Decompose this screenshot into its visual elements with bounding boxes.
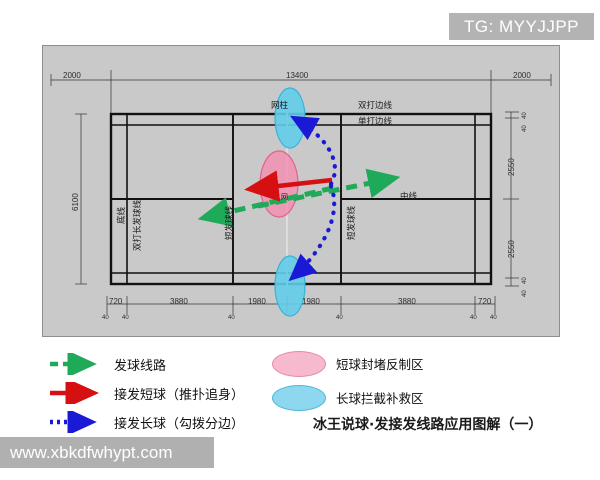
dim-right-2550-top: 2550 <box>507 158 516 176</box>
serve-route-arrows <box>197 168 401 227</box>
dim-right-40-b: 40 <box>522 125 528 132</box>
legend-label-serve-route: 发球线路 <box>114 358 167 374</box>
zone-ellipse-long-ball-top <box>274 87 306 149</box>
dim-tick-40-6: 40 <box>490 315 497 321</box>
dim-left-6100: 6100 <box>71 193 80 211</box>
zone-short-swatch <box>272 351 326 377</box>
label-singles-sideline: 单打边线 <box>358 117 393 127</box>
legend-row-serve-route: 发球线路 <box>48 350 167 378</box>
legend-row-zone-short: 短球封堵反制区 <box>272 351 424 377</box>
short-return-swatch <box>48 377 100 409</box>
short-return-arrow <box>244 170 333 202</box>
dim-tick-40-3: 40 <box>228 315 235 321</box>
left-dimension-line <box>75 113 87 285</box>
serve-route-swatch <box>48 350 100 378</box>
dim-tick-40-5: 40 <box>470 315 477 321</box>
dim-right-40-c: 40 <box>522 277 528 284</box>
dim-tick-40-4: 40 <box>336 315 343 321</box>
label-short-service-line-left: 短发球线 <box>225 205 235 240</box>
legend: 发球线路 接发短球（推扑追身） 接发长球（勾拨分边） <box>0 338 600 438</box>
legend-row-zone-long: 长球拦截补救区 <box>272 385 424 411</box>
legend-label-long-return: 接发长球（勾拨分边） <box>114 416 245 432</box>
court-drawing <box>50 70 552 317</box>
legend-row-long-return: 接发长球（勾拨分边） <box>48 408 245 436</box>
dim-bottom-3880-left: 3880 <box>170 297 188 306</box>
dim-top-center: 13400 <box>286 71 309 80</box>
right-dimension-line <box>503 111 519 287</box>
dim-top-right: 2000 <box>513 71 531 80</box>
label-doubles-sideline: 双打边线 <box>358 101 393 111</box>
label-baseline: 底线 <box>117 206 127 224</box>
dim-tick-40-1: 40 <box>102 315 109 321</box>
label-center-line: 中线 <box>400 192 418 202</box>
diagram-title: 冰王说球·发接发线路应用图解（一） <box>313 417 543 433</box>
label-net-post: 网柱 <box>271 101 289 111</box>
zone-long-swatch <box>272 385 326 411</box>
dim-bottom-1980-left: 1980 <box>248 297 266 306</box>
dim-right-2550-bottom: 2550 <box>507 240 516 258</box>
label-doubles-long-service-line: 双打长发球线 <box>133 199 143 251</box>
watermark-url: www.xbkdfwhypt.com <box>0 437 214 468</box>
tg-tag: TG: MYYJJPP <box>449 13 594 40</box>
dim-right-40-a: 40 <box>522 112 528 119</box>
dim-bottom-1980-right: 1980 <box>302 297 320 306</box>
zone-ellipse-long-ball-bottom <box>274 255 306 317</box>
legend-label-zone-short: 短球封堵反制区 <box>336 356 424 372</box>
dim-bottom-720-right: 720 <box>478 297 492 306</box>
dim-bottom-3880-right: 3880 <box>398 297 416 306</box>
dim-bottom-720-left: 720 <box>109 297 123 306</box>
pink-ellipse-icon <box>272 351 326 377</box>
label-short-service-line-right: 短发球线 <box>347 205 357 240</box>
long-return-swatch <box>48 408 100 436</box>
legend-label-short-return: 接发短球（推扑追身） <box>114 387 245 403</box>
dim-tick-40-2: 40 <box>122 315 129 321</box>
legend-label-zone-long: 长球拦截补救区 <box>336 390 424 406</box>
court-diagram-panel: 2000 13400 2000 6100 40 40 2550 2550 40 … <box>42 45 560 337</box>
blue-ellipse-icon <box>272 385 326 411</box>
dim-top-left: 2000 <box>63 71 81 80</box>
long-return-arrows <box>288 115 338 282</box>
label-net: 网 <box>281 193 288 201</box>
dim-right-40-d: 40 <box>522 290 528 297</box>
legend-row-short-return: 接发短球（推扑追身） <box>48 377 245 409</box>
